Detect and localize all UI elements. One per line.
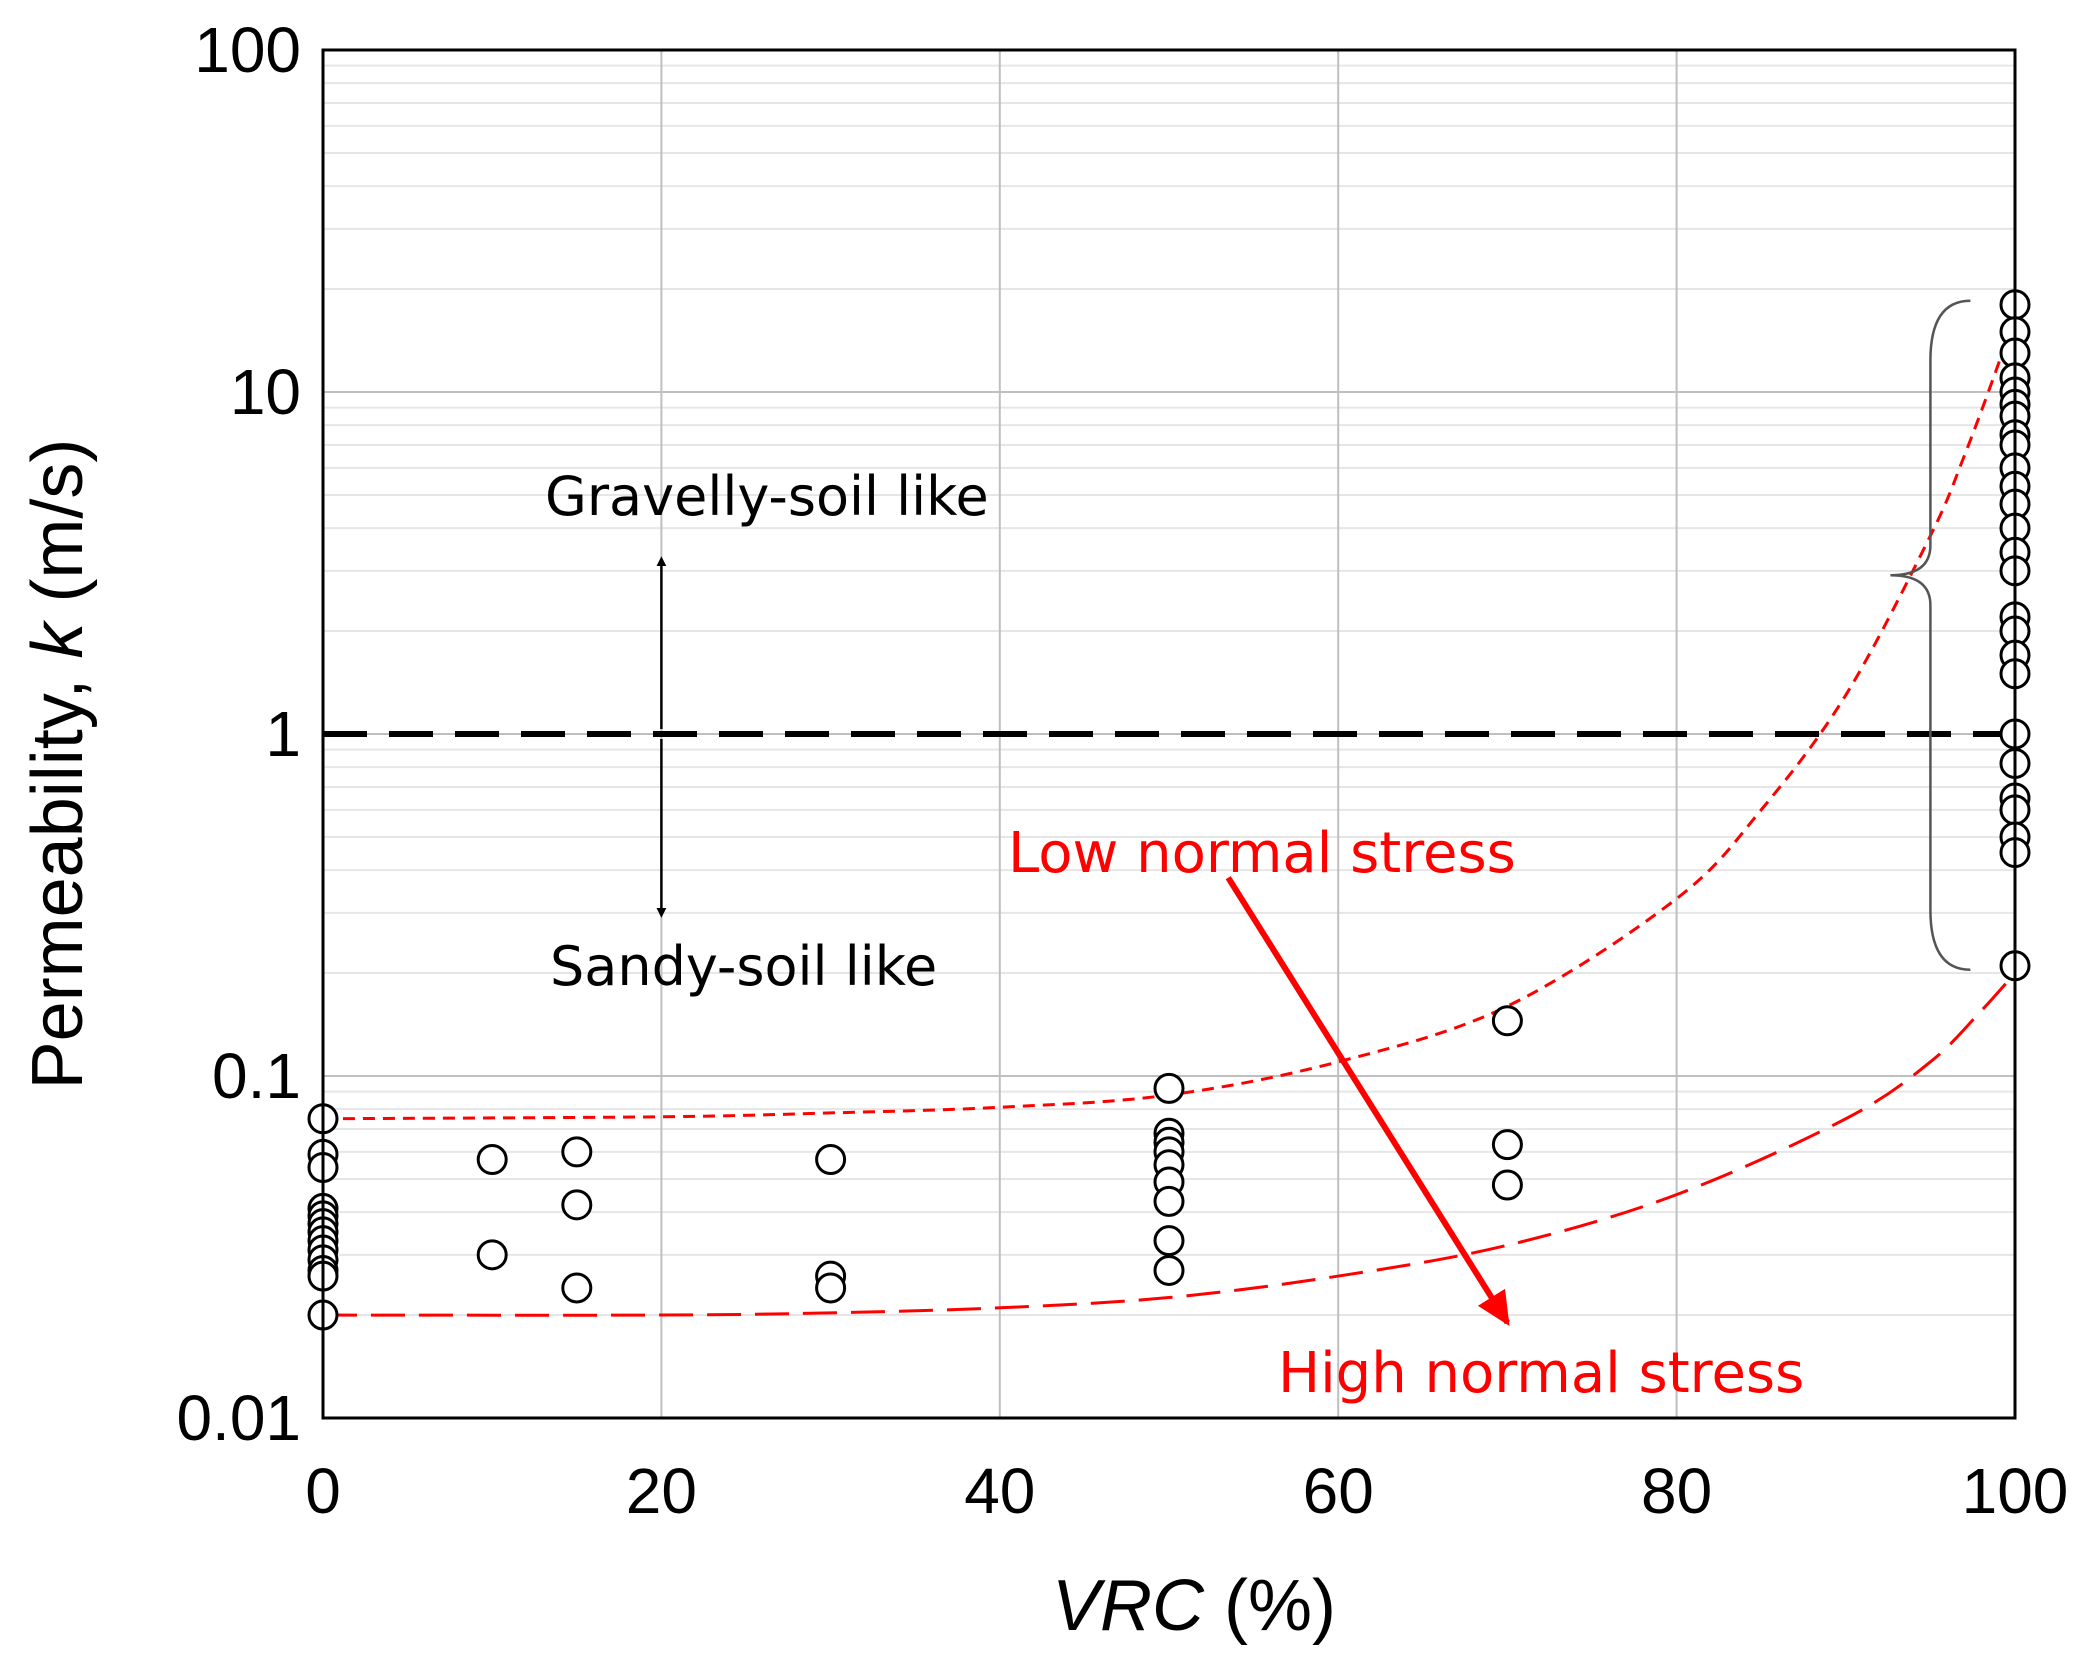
data-point (815, 1272, 847, 1304)
x-tick-label: 80 (1641, 1455, 1712, 1527)
low-stress-label: Low normal stress (1008, 821, 1516, 886)
data-point (1491, 1129, 1523, 1161)
high-stress-label: High normal stress (1278, 1341, 1804, 1406)
x-tick-labels: 0 20 40 60 80 100 (305, 1455, 2068, 1527)
high-stress-curve (322, 972, 2017, 1317)
y-tick-label: 0.01 (176, 1382, 301, 1454)
stress-arrow-icon (1225, 876, 1510, 1327)
data-point (561, 1136, 593, 1168)
data-point (476, 1143, 508, 1175)
data-point (1153, 1254, 1185, 1286)
data-point (1153, 1225, 1185, 1257)
x-tick-label: 20 (626, 1455, 697, 1527)
data-point (561, 1272, 593, 1304)
low-stress-curve (322, 312, 2017, 1121)
data-point (561, 1189, 593, 1221)
x-tick-label: 0 (305, 1455, 341, 1527)
minor-gridlines (323, 64, 2015, 1317)
y-tick-label: 10 (230, 356, 301, 428)
x-tick-label: 100 (1962, 1455, 2069, 1527)
y-tick-label: 100 (194, 14, 301, 86)
data-point (1153, 1185, 1185, 1217)
x-axis-title: VRC (%) (1052, 1566, 1336, 1646)
data-point (1491, 1169, 1523, 1201)
plot-frame (321, 48, 2017, 1420)
y-axis-title: Permeability, k (m/s) (18, 439, 98, 1090)
data-point (815, 1143, 847, 1175)
data-point (476, 1239, 508, 1271)
gravelly-label: Gravelly-soil like (545, 465, 989, 528)
x-tick-label: 60 (1303, 1455, 1374, 1527)
y-tick-label: 1 (265, 698, 301, 770)
annotations: Gravelly-soil like Sandy-soil like Low n… (545, 299, 1971, 1406)
y-tick-label: 0.1 (212, 1040, 301, 1112)
data-point (1491, 1005, 1523, 1037)
envelope-curves (322, 312, 2017, 1317)
brace-icon (1890, 299, 1971, 972)
x-tick-label: 40 (964, 1455, 1035, 1527)
sandy-label: Sandy-soil like (550, 935, 937, 998)
y-tick-labels: 0.01 0.1 1 10 100 (176, 14, 301, 1454)
data-point (1153, 1072, 1185, 1104)
